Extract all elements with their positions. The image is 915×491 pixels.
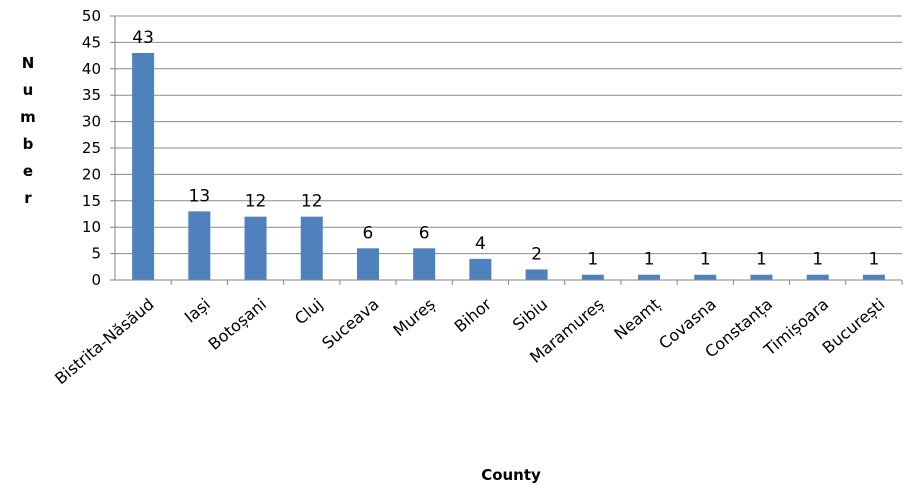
y-tick-label: 45 [82,33,101,51]
y-tick-labels: 0 5 10 15 20 25 30 35 40 45 50 [82,7,101,289]
y-tick-label: 35 [82,86,101,104]
y-tick-label: 10 [82,218,101,236]
data-label: 43 [132,28,154,48]
data-label: 12 [245,192,267,212]
data-label: 1 [756,250,767,270]
y-tick-label: 0 [91,271,101,289]
x-tick-label: Suceava [318,295,382,353]
x-tick-label: Mureș [389,295,438,341]
x-tick-label: Iași [181,295,214,327]
data-labels: 43 13 12 12 6 6 4 2 1 1 1 1 1 1 [132,28,879,270]
data-label: 13 [189,186,211,206]
data-label: 1 [812,250,823,270]
y-tick-label: 5 [91,245,101,263]
bar [244,216,267,280]
bars [132,52,903,285]
x-tick-label: Sibiu [509,295,551,335]
bar [188,211,211,280]
bar [300,216,323,280]
x-tick-label: Cluj [291,295,326,329]
y-tick-label: 30 [82,113,101,131]
bar [862,274,885,280]
y-tick-label: 40 [82,60,101,78]
data-label: 1 [868,250,879,270]
data-label: 12 [301,192,323,212]
x-tick-label: Botoșani [205,295,271,354]
axes [114,16,902,281]
bar [694,274,717,280]
y-tick-label: 50 [82,7,101,25]
x-axis-title: County [481,466,541,484]
x-tick-label: Neamț [610,295,663,344]
data-label: 1 [587,250,598,270]
bar [638,274,661,280]
bar [469,258,492,280]
bar [750,274,773,280]
y-tick-label: 15 [82,192,101,210]
data-label: 2 [531,244,542,264]
data-label: 4 [475,234,486,254]
gridlines [110,15,902,281]
data-label: 6 [419,223,430,243]
data-label: 1 [644,250,655,270]
data-label: 6 [363,223,374,243]
bar [413,248,436,280]
y-tick-label: 25 [82,139,101,157]
y-tick-label: 20 [82,165,101,183]
data-label: 1 [700,250,711,270]
x-tick-label: Bihor [451,294,496,336]
x-tick-label: București [819,295,889,358]
bar [356,248,379,280]
bar [581,274,604,280]
bar [525,269,548,280]
bar [806,274,829,280]
x-tick-label: Bistrita-Năsăud [51,295,158,389]
bar [132,52,155,281]
